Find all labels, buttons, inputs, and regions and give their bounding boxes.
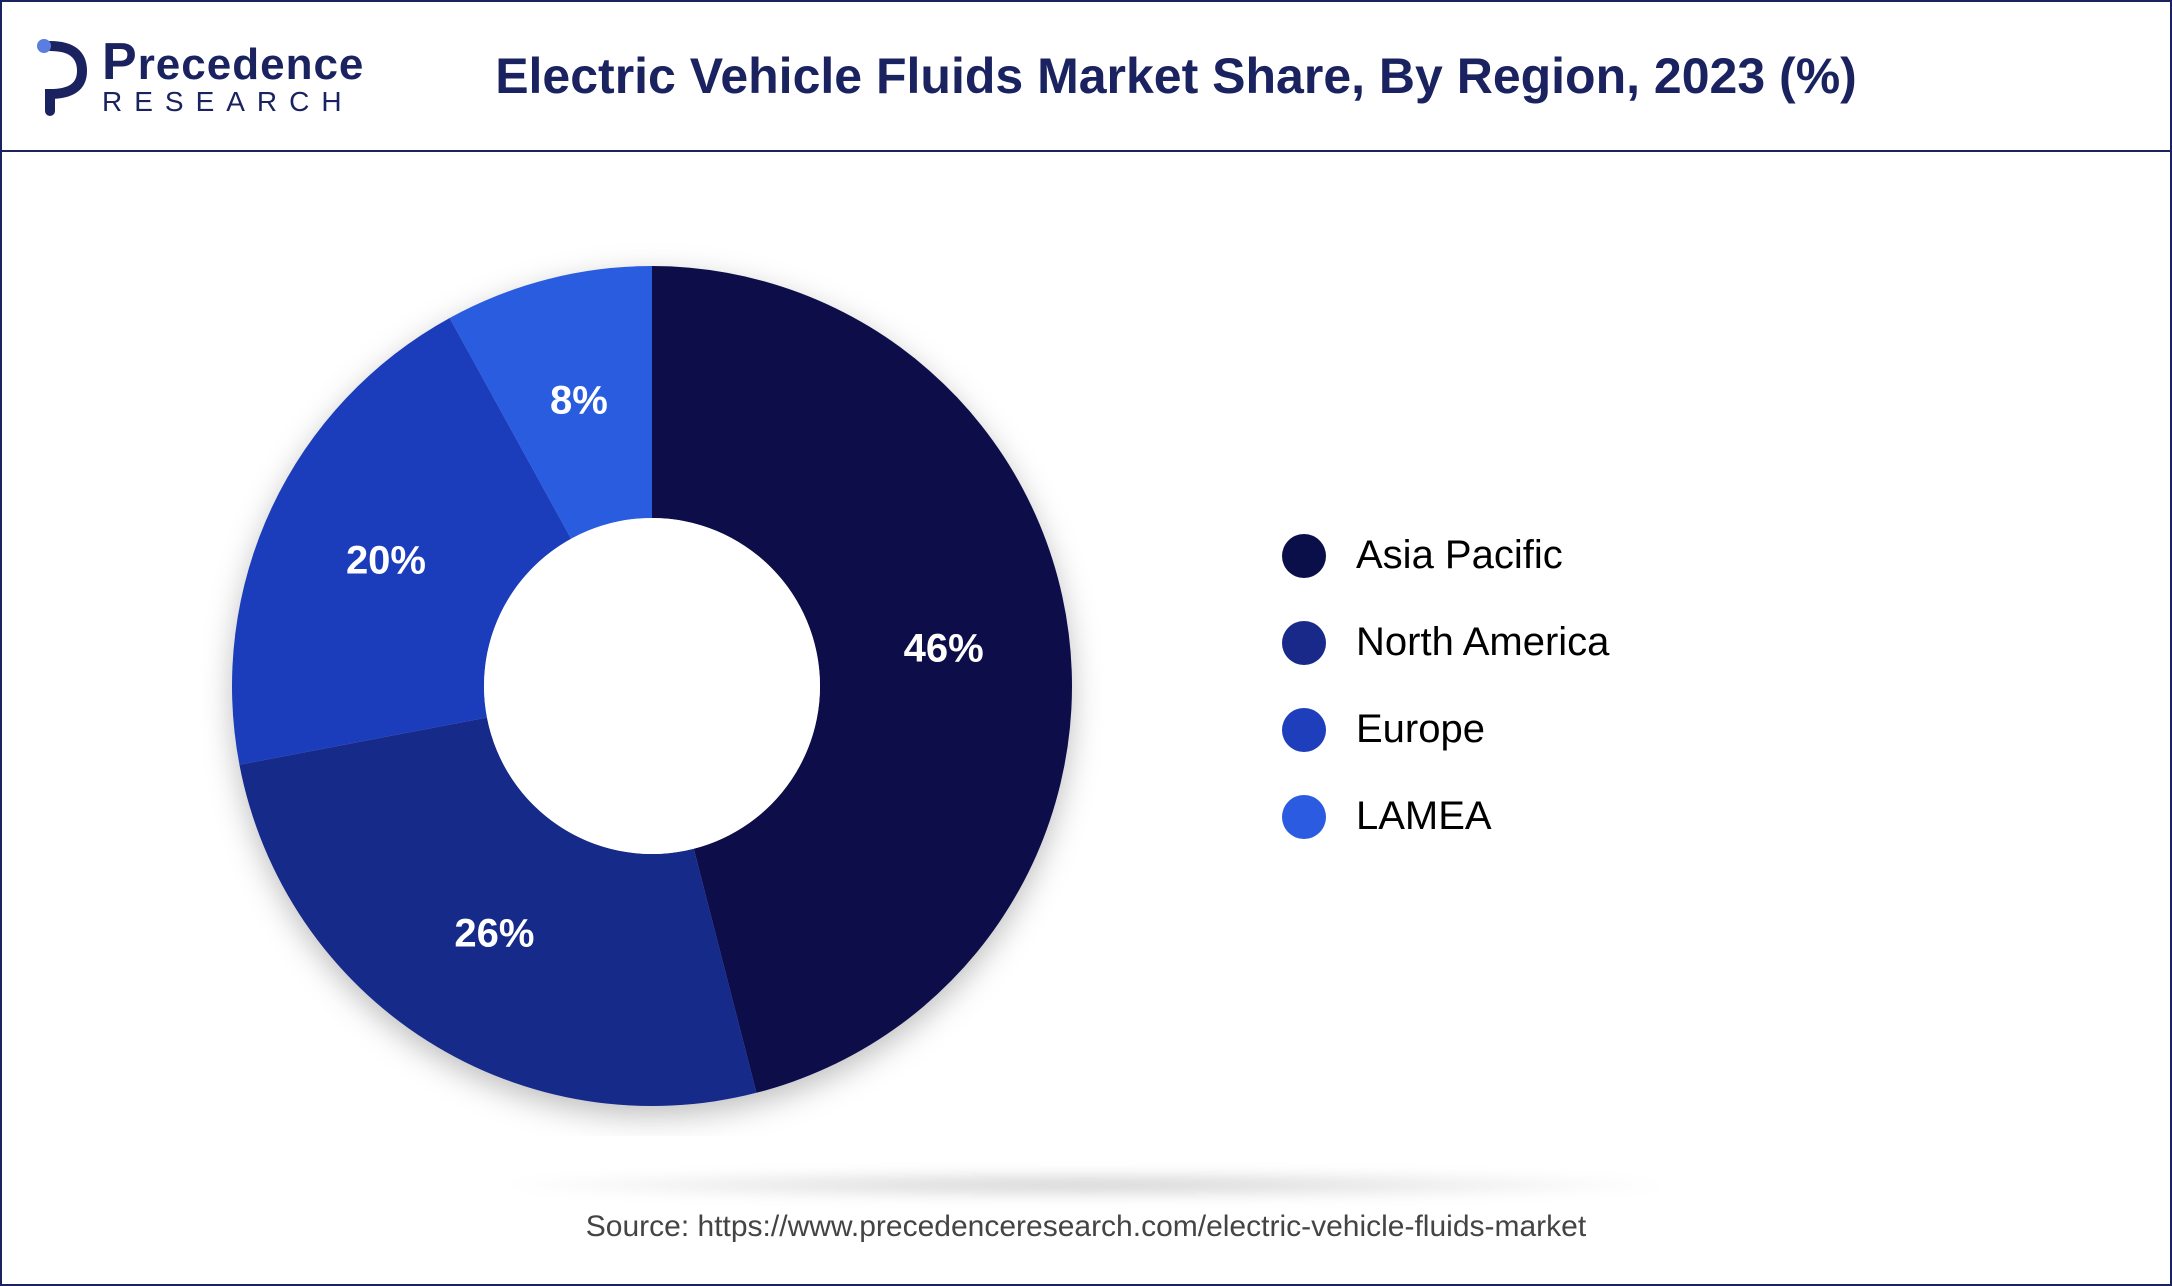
legend-dot-icon [1282,708,1326,752]
slice-label: 20% [346,538,426,583]
brand-logo: Precedence RESEARCH [32,36,412,116]
legend-dot-icon [1282,621,1326,665]
source-footer: Source: https://www.precedenceresearch.c… [2,1180,2170,1284]
legend-dot-icon [1282,795,1326,839]
donut-svg [202,236,1102,1136]
chart-title: Electric Vehicle Fluids Market Share, By… [412,47,2140,105]
logo-glyph-icon [32,36,92,116]
logo-subtext: RESEARCH [102,88,364,116]
legend-item: Europe [1282,707,1609,752]
legend-label: North America [1356,620,1609,665]
report-frame: Precedence RESEARCH Electric Vehicle Flu… [0,0,2172,1286]
legend-item: Asia Pacific [1282,533,1609,578]
legend-item: North America [1282,620,1609,665]
slice-label: 46% [904,627,984,672]
slice-label: 8% [550,379,608,424]
legend-item: LAMEA [1282,794,1609,839]
slice-label: 26% [454,912,534,957]
logo-first-letter: P [102,36,138,88]
logo-brand-text: Precedence [102,36,364,88]
legend: Asia Pacific North America Europe LAMEA [1282,533,1609,839]
chart-body: 46% 26% 20% 8% Asia Pacific North America Eur… [2,152,2170,1180]
legend-dot-icon [1282,534,1326,578]
legend-label: LAMEA [1356,794,1492,839]
legend-label: Europe [1356,707,1485,752]
legend-label: Asia Pacific [1356,533,1563,578]
donut-chart: 46% 26% 20% 8% [202,236,1102,1136]
header: Precedence RESEARCH Electric Vehicle Flu… [2,2,2170,152]
logo-rest: recedence [138,43,365,87]
